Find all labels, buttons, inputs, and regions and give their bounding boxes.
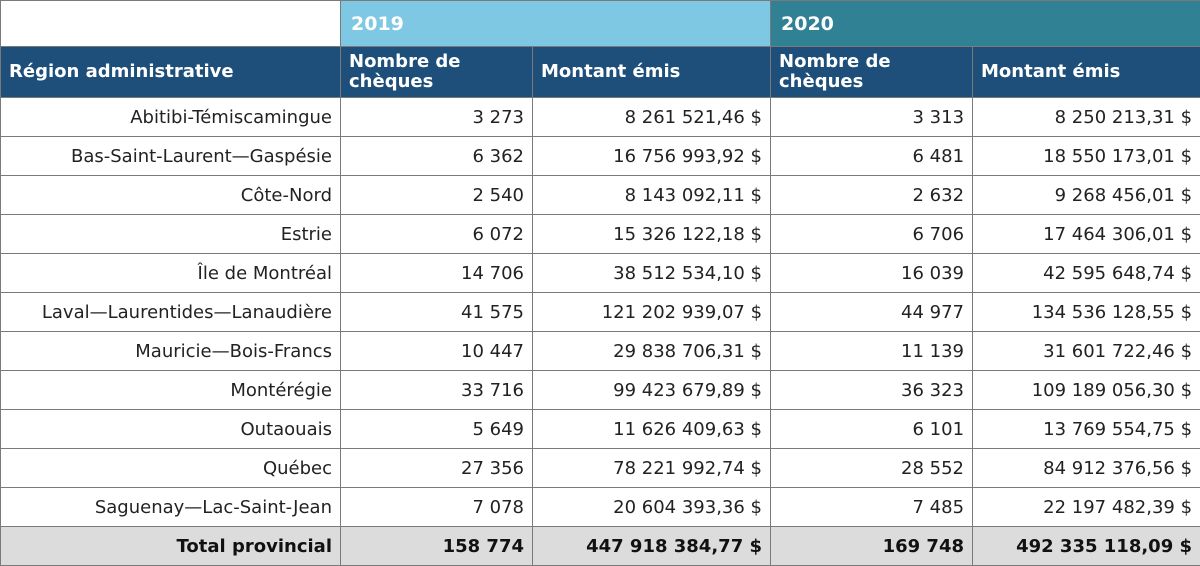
region-cell: Abitibi-Témiscamingue: [1, 98, 341, 137]
amount-2020-cell: 31 601 722,46 $: [973, 332, 1200, 371]
amount-2019-cell: 121 202 939,07 $: [533, 293, 771, 332]
count-2020-cell: 36 323: [771, 371, 973, 410]
amount-2019-cell: 20 604 393,36 $: [533, 488, 771, 527]
region-cell: Mauricie—Bois-Francs: [1, 332, 341, 371]
year-header-2019: 2019: [341, 1, 771, 47]
amount-2020-cell: 9 268 456,01 $: [973, 176, 1200, 215]
amount-2019-cell: 11 626 409,63 $: [533, 410, 771, 449]
amount-2019-cell: 29 838 706,31 $: [533, 332, 771, 371]
amount-2020-cell: 42 595 648,74 $: [973, 254, 1200, 293]
total-row: Total provincial 158 774 447 918 384,77 …: [1, 527, 1200, 566]
amount-2019-cell: 8 143 092,11 $: [533, 176, 771, 215]
count-2020-column-header: Nombre de chèques: [771, 47, 973, 98]
amount-2019-cell: 15 326 122,18 $: [533, 215, 771, 254]
count-2019-cell: 2 540: [341, 176, 533, 215]
amount-2019-cell: 16 756 993,92 $: [533, 137, 771, 176]
total-count-2019: 158 774: [341, 527, 533, 566]
amount-2020-cell: 109 189 056,30 $: [973, 371, 1200, 410]
amount-2020-cell: 18 550 173,01 $: [973, 137, 1200, 176]
count-2020-cell: 6 706: [771, 215, 973, 254]
region-cell: Bas-Saint-Laurent—Gaspésie: [1, 137, 341, 176]
amount-2020-cell: 22 197 482,39 $: [973, 488, 1200, 527]
total-count-2020: 169 748: [771, 527, 973, 566]
count-2019-cell: 14 706: [341, 254, 533, 293]
region-column-header: Région administrative: [1, 47, 341, 98]
amount-2019-column-header: Montant émis: [533, 47, 771, 98]
amount-2020-cell: 84 912 376,56 $: [973, 449, 1200, 488]
count-2020-cell: 11 139: [771, 332, 973, 371]
count-2020-cell: 28 552: [771, 449, 973, 488]
count-2019-cell: 33 716: [341, 371, 533, 410]
count-2019-cell: 27 356: [341, 449, 533, 488]
count-2019-cell: 7 078: [341, 488, 533, 527]
amount-2020-column-header: Montant émis: [973, 47, 1200, 98]
count-2019-cell: 5 649: [341, 410, 533, 449]
count-2019-cell: 41 575: [341, 293, 533, 332]
count-2020-cell: 2 632: [771, 176, 973, 215]
count-2019-cell: 6 362: [341, 137, 533, 176]
amount-2020-cell: 13 769 554,75 $: [973, 410, 1200, 449]
amount-2020-cell: 8 250 213,31 $: [973, 98, 1200, 137]
count-2020-cell: 44 977: [771, 293, 973, 332]
amount-2019-cell: 78 221 992,74 $: [533, 449, 771, 488]
region-cell: Québec: [1, 449, 341, 488]
count-2019-column-header: Nombre de chèques: [341, 47, 533, 98]
amount-2019-cell: 99 423 679,89 $: [533, 371, 771, 410]
total-amount-2020: 492 335 118,09 $: [973, 527, 1200, 566]
region-cell: Montérégie: [1, 371, 341, 410]
region-cell: Outaouais: [1, 410, 341, 449]
region-cell: Saguenay—Lac-Saint-Jean: [1, 488, 341, 527]
count-2020-cell: 16 039: [771, 254, 973, 293]
count-2019-cell: 3 273: [341, 98, 533, 137]
amount-2020-cell: 17 464 306,01 $: [973, 215, 1200, 254]
region-cell: Côte-Nord: [1, 176, 341, 215]
total-amount-2019: 447 918 384,77 $: [533, 527, 771, 566]
count-2020-cell: 3 313: [771, 98, 973, 137]
count-2019-cell: 10 447: [341, 332, 533, 371]
amount-2019-cell: 38 512 534,10 $: [533, 254, 771, 293]
count-2019-cell: 6 072: [341, 215, 533, 254]
corner-cell: [1, 1, 341, 47]
amount-2019-cell: 8 261 521,46 $: [533, 98, 771, 137]
amount-2020-cell: 134 536 128,55 $: [973, 293, 1200, 332]
region-cell: Île de Montréal: [1, 254, 341, 293]
count-2020-cell: 7 485: [771, 488, 973, 527]
region-cell: Laval—Laurentides—Lanaudière: [1, 293, 341, 332]
region-cell: Estrie: [1, 215, 341, 254]
count-2020-cell: 6 481: [771, 137, 973, 176]
count-2020-cell: 6 101: [771, 410, 973, 449]
total-label: Total provincial: [1, 527, 341, 566]
year-header-2020: 2020: [771, 1, 1200, 47]
